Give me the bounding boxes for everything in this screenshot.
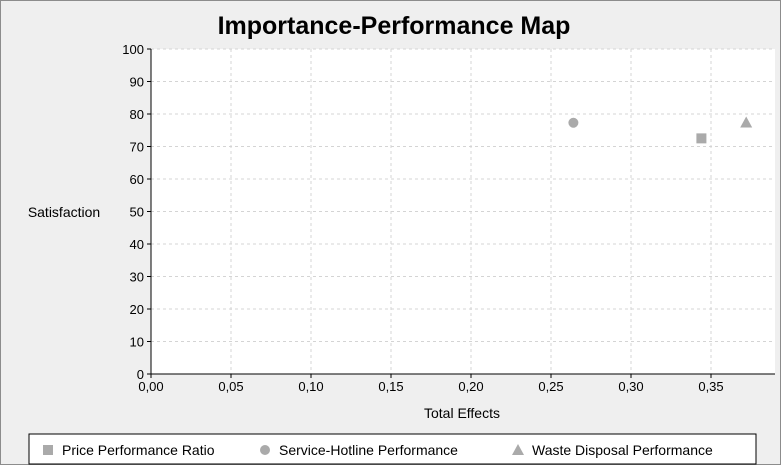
x-tick-label: 0,00 <box>138 379 163 394</box>
data-point <box>740 116 753 128</box>
data-point <box>696 133 707 144</box>
legend-label: Price Performance Ratio <box>62 442 215 458</box>
y-tick-label: 20 <box>130 302 144 317</box>
y-tick-label: 50 <box>130 205 144 220</box>
legend: Price Performance Ratio Service-Hotline P… <box>28 433 757 465</box>
y-tick-label: 100 <box>122 42 144 57</box>
x-tick-label: 0,35 <box>698 379 723 394</box>
y-tick-label: 0 <box>137 367 144 382</box>
x-axis-label: Total Effects <box>424 405 500 421</box>
y-tick-label: 60 <box>130 172 144 187</box>
legend-item: Waste Disposal Performance <box>512 442 713 458</box>
y-tick-label: 90 <box>130 75 144 90</box>
y-tick-label: 10 <box>130 335 144 350</box>
data-points <box>568 116 753 144</box>
grid-lines <box>151 48 775 374</box>
x-tick-label: 0,30 <box>618 379 643 394</box>
axes <box>147 48 775 378</box>
data-point <box>568 117 579 128</box>
legend-box <box>28 433 757 465</box>
legend-item: Service-Hotline Performance <box>260 442 458 458</box>
legend-item: Price Performance Ratio <box>43 442 215 458</box>
chart-title: Importance-Performance Map <box>218 12 571 40</box>
legend-marker <box>260 445 270 455</box>
y-tick-label: 80 <box>130 107 144 122</box>
y-tick-label: 70 <box>130 140 144 155</box>
x-tick-label: 0,25 <box>538 379 563 394</box>
y-tick-labels: 0 10 20 30 40 50 60 70 80 90 100 <box>122 42 144 382</box>
legend-marker <box>43 445 53 455</box>
legend-label: Service-Hotline Performance <box>279 442 458 458</box>
legend-label: Waste Disposal Performance <box>532 442 713 458</box>
y-axis-label: Satisfaction <box>28 204 100 220</box>
x-tick-label: 0,15 <box>378 379 403 394</box>
x-tick-label: 0,05 <box>218 379 243 394</box>
y-tick-label: 40 <box>130 237 144 252</box>
x-tick-label: 0,20 <box>458 379 483 394</box>
x-tick-label: 0,10 <box>298 379 323 394</box>
y-tick-label: 30 <box>130 270 144 285</box>
x-tick-labels: 0,00 0,05 0,10 0,15 0,20 0,25 0,30 0,35 <box>138 379 723 394</box>
legend-marker <box>512 444 524 455</box>
